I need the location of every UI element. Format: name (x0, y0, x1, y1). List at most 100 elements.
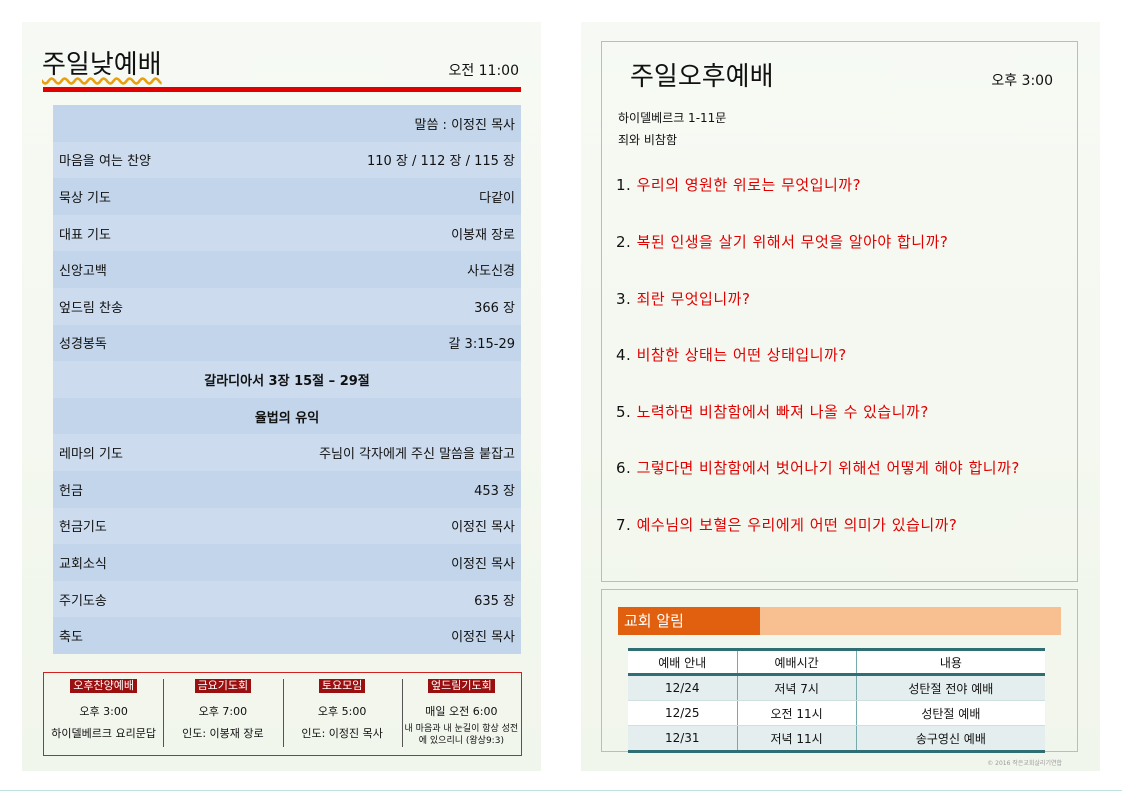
order-item-label: 축도 (59, 630, 83, 646)
table-cell: 저녁 7시 (736, 674, 857, 701)
order-item-value: 이정진 목사 (451, 520, 515, 536)
service-order-row: 헌금기도 이정진 목사 (53, 507, 521, 545)
order-item-value: 110 장 / 112 장 / 115 장 (366, 154, 515, 170)
catechism-question: 3. 죄란 무엇입니까? (616, 288, 750, 309)
service-order-row: 율법의 유익 (53, 397, 521, 435)
service-order-row: 말씀 : 이정진 목사 (53, 105, 521, 142)
question-text: 복된 인생을 살기 위해서 무엇을 알아야 합니까? (636, 233, 949, 251)
special-services-table: 예배 안내 예배시간 내용 12/24 저녁 7시 성탄절 전야 예배 12/2… (628, 648, 1045, 753)
order-item-label: 마음을 여는 찬양 (59, 154, 151, 170)
table-cell: 12/25 (628, 700, 737, 726)
header-cell: 예배시간 (736, 648, 857, 676)
table-cell: 성탄절 전야 예배 (855, 674, 1045, 701)
service-order-row: 주기도송 635 장 (53, 580, 521, 618)
order-item-label: 주기도송 (59, 593, 107, 609)
order-item-value: 갈 3:15-29 (448, 337, 515, 353)
notice-header-bar: 교회 알림 (618, 607, 1061, 635)
order-item-value: 366 장 (474, 300, 515, 316)
question-text: 죄란 무엇입니까? (636, 290, 751, 308)
order-item-value: 다같이 (479, 190, 515, 206)
meeting-time: 오후 3:00 (79, 705, 128, 718)
morning-service-time: 오전 11:00 (448, 63, 519, 79)
table-cell: 성탄절 예배 (855, 700, 1045, 726)
question-text: 그렇다면 비참함에서 벗어나기 위해선 어떻게 해야 합니까? (636, 459, 1020, 477)
question-number: 7. (616, 516, 632, 534)
question-number: 1. (616, 176, 632, 194)
meeting-name: 금요기도회 (194, 679, 252, 693)
meeting-description: 인도: 이봉재 장로 (182, 727, 264, 740)
service-order-row: 대표 기도 이봉재 장로 (53, 214, 521, 252)
order-item-value: 635 장 (474, 593, 515, 609)
catechism-question: 6. 그렇다면 비참함에서 벗어나기 위해선 어떻게 해야 합니까? (616, 457, 1020, 478)
header-cell: 예배 안내 (628, 648, 737, 676)
order-item-label: 대표 기도 (59, 227, 111, 243)
order-item-label: 엎드림 찬송 (59, 300, 123, 316)
meeting-description: 인도: 이정진 목사 (301, 727, 383, 740)
order-item-label: 신앙고백 (59, 264, 107, 280)
church-notice-box: 교회 알림 예배 안내 예배시간 내용 12/24 저녁 7시 성탄절 전야 예… (601, 589, 1078, 753)
order-item-value: 이정진 목사 (451, 630, 515, 646)
order-item-label: 헌금기도 (59, 520, 107, 536)
service-order-row: 교회소식 이정진 목사 (53, 544, 521, 581)
catechism-question: 5. 노력하면 비참함에서 빠져 나올 수 있습니까? (616, 401, 929, 422)
footer-line (0, 790, 1122, 791)
table-header-row: 예배 안내 예배시간 내용 (628, 648, 1045, 676)
order-item-value: 주님이 각자에게 주신 말씀을 붙잡고 (319, 447, 515, 463)
service-order-row: 신앙고백 사도신경 (53, 251, 521, 288)
service-order-row: 성경봉독 갈 3:15-29 (53, 324, 521, 362)
service-order-row: 묵상 기도 다같이 (53, 178, 521, 215)
order-item-label: 교회소식 (59, 556, 107, 572)
table-row: 12/25 오전 11시 성탄절 예배 (628, 700, 1045, 726)
meeting-name: 엎드림기도회 (428, 679, 495, 693)
meeting-description: 내 마음과 내 눈길이 항상 성전에 있으리니 (왕상9:3) (404, 724, 519, 746)
question-number: 3. (616, 290, 632, 308)
catechism-question: 2. 복된 인생을 살기 위해서 무엇을 알아야 합니까? (616, 231, 948, 252)
order-center-text: 갈라디아서 3장 15절 – 29절 (204, 373, 370, 389)
question-number: 2. (616, 233, 632, 251)
service-order-row: 레마의 기도 주님이 각자에게 주신 말씀을 붙잡고 (53, 434, 521, 471)
order-item-value: 453 장 (474, 483, 515, 499)
table-cell: 송구영신 예배 (855, 725, 1045, 753)
header-cell: 내용 (855, 648, 1045, 676)
table-cell: 12/24 (628, 674, 737, 701)
table-row: 12/31 저녁 11시 송구영신 예배 (628, 725, 1045, 753)
meeting-column: 오후찬양예배 오후 3:00 하이델베르크 요리문답 (44, 673, 163, 755)
notice-label: 교회 알림 (618, 607, 760, 635)
order-item-value: 사도신경 (467, 264, 515, 280)
order-item-label: 헌금 (59, 483, 83, 499)
meeting-name: 토요모임 (318, 679, 366, 693)
question-number: 6. (616, 459, 632, 477)
meeting-time: 오후 5:00 (317, 705, 367, 718)
catechism-question: 7. 예수님의 보혈은 우리에게 어떤 의미가 있습니까? (616, 514, 957, 535)
sermon-speaker: 말씀 : 이정진 목사 (414, 117, 516, 133)
catechism-question: 4. 비참한 상태는 어떤 상태입니까? (616, 344, 847, 365)
service-order-row: 마음을 여는 찬양 110 장 / 112 장 / 115 장 (53, 141, 521, 179)
table-cell: 저녁 11시 (736, 725, 857, 753)
question-number: 5. (616, 403, 632, 421)
table-row: 12/24 저녁 7시 성탄절 전야 예배 (628, 674, 1045, 701)
afternoon-service-page: 주일오후예배 오후 3:00 하이델베르크 1-11문 죄와 비참함 1. 우리… (581, 22, 1100, 771)
table-cell: 오전 11시 (736, 700, 857, 726)
order-item-label: 레마의 기도 (59, 447, 123, 463)
meeting-time: 오후 7:00 (198, 705, 248, 718)
meeting-time: 매일 오전 6:00 (425, 705, 498, 718)
order-center-text: 율법의 유익 (254, 410, 320, 426)
question-text: 예수님의 보혈은 우리에게 어떤 의미가 있습니까? (636, 516, 958, 534)
service-order-row: 헌금 453 장 (53, 470, 521, 508)
afternoon-service-box: 주일오후예배 오후 3:00 하이델베르크 1-11문 죄와 비참함 1. 우리… (601, 41, 1078, 582)
question-text: 노력하면 비참함에서 빠져 나올 수 있습니까? (636, 403, 929, 421)
weekly-meetings-box: 오후찬양예배 오후 3:00 하이델베르크 요리문답 금요기도회 오후 7:00 인도: … (43, 672, 522, 756)
catechism-topic: 죄와 비참함 (618, 133, 678, 147)
meeting-description: 하이델베르크 요리문답 (51, 727, 156, 740)
title-divider (43, 87, 521, 92)
service-order-row: 엎드림 찬송 366 장 (53, 287, 521, 325)
question-text: 우리의 영원한 위로는 무엇입니까? (636, 176, 862, 194)
morning-service-title: 주일낮예배 (42, 50, 162, 80)
question-number: 4. (616, 346, 632, 364)
order-item-label: 성경봉독 (59, 337, 107, 353)
catechism-question: 1. 우리의 영원한 위로는 무엇입니까? (616, 174, 861, 195)
